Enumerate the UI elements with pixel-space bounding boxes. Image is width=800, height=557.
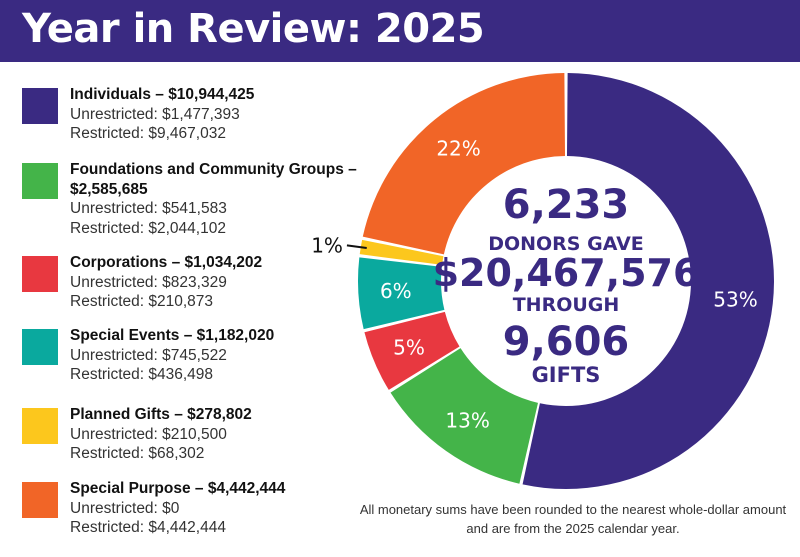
donut-slice — [522, 73, 774, 490]
donut-slice — [390, 348, 538, 484]
legend-item-title: Special Purpose – $4,442,444 — [70, 480, 286, 497]
legend-unrestricted: Unrestricted: $0 — [70, 499, 180, 517]
legend-restricted: Restricted: $4,442,444 — [70, 519, 226, 536]
legend-swatch — [22, 88, 58, 124]
legend-unrestricted: Unrestricted: $823,329 — [70, 273, 227, 291]
legend-text: Foundations and Community Groups – $2,58… — [70, 160, 360, 238]
legend-restricted: Restricted: $9,467,032 — [70, 125, 226, 142]
legend-unrestricted: Unrestricted: $541,583 — [70, 200, 227, 217]
legend-item-title: Individuals – $10,944,425 — [70, 86, 255, 103]
legend-item-title: Planned Gifts – $278,802 — [70, 406, 252, 423]
legend-swatch — [22, 163, 58, 199]
legend-unrestricted: Unrestricted: $745,522 — [70, 346, 227, 364]
legend-restricted: Restricted: $210,873 — [70, 293, 214, 310]
legend-item-title: Special Events – $1,182,020 — [70, 327, 275, 344]
legend-swatch — [22, 482, 58, 518]
donors-count: 6,233 — [503, 182, 630, 228]
legend-swatch — [22, 329, 58, 365]
legend-text: Corporations – $1,034,202 Unrestricted: $… — [70, 253, 360, 312]
gifts-count: 9,606 — [503, 319, 630, 365]
donut-center — [442, 157, 690, 405]
legend-unrestricted: Unrestricted: $1,477,393 — [70, 105, 240, 123]
legend-restricted: Restricted: $2,044,102 — [70, 219, 226, 237]
legend-text: Individuals – $10,944,425 Unrestricted: $… — [70, 85, 360, 144]
percent-label: 5% — [393, 335, 425, 359]
donut-slice — [359, 239, 444, 265]
through-label: THROUGH — [513, 294, 620, 316]
page-title: Year in Review: 2025 — [22, 6, 485, 52]
percent-label: 53% — [713, 288, 757, 312]
percent-label: 13% — [445, 408, 489, 432]
gifts-label: GIFTS — [532, 363, 601, 387]
percent-label: 1% — [311, 233, 343, 257]
legend-restricted: Restricted: $436,498 — [70, 366, 214, 383]
donut-slice — [358, 257, 445, 330]
percent-label: 22% — [436, 137, 480, 161]
legend-swatch — [22, 256, 58, 292]
legend-text: Planned Gifts – $278,802 Unrestricted: $2… — [70, 405, 360, 464]
donut-slice — [364, 311, 460, 390]
leader-line — [346, 244, 367, 249]
legend-restricted: Restricted: $68,302 — [70, 445, 205, 462]
title-banner: Year in Review: 2025 — [0, 0, 800, 62]
legend-text: Special Events – $1,182,020 Unrestricted:… — [70, 326, 360, 385]
legend-unrestricted: Unrestricted: $210,500 — [70, 425, 227, 443]
footnote: All monetary sums have been rounded to t… — [359, 502, 787, 536]
legend-item-title: Foundations and Community Groups – $2,58… — [70, 161, 357, 198]
legend-item-title: Corporations – $1,034,202 — [70, 254, 263, 271]
legend-text: Special Purpose – $4,442,444 Unrestricted… — [70, 479, 360, 538]
percent-label: 6% — [380, 279, 412, 303]
donut-slice — [362, 73, 566, 255]
donors-label: DONORS GAVE — [488, 233, 644, 255]
legend-swatch — [22, 408, 58, 444]
total-amount: $20,467,576 — [433, 251, 700, 295]
